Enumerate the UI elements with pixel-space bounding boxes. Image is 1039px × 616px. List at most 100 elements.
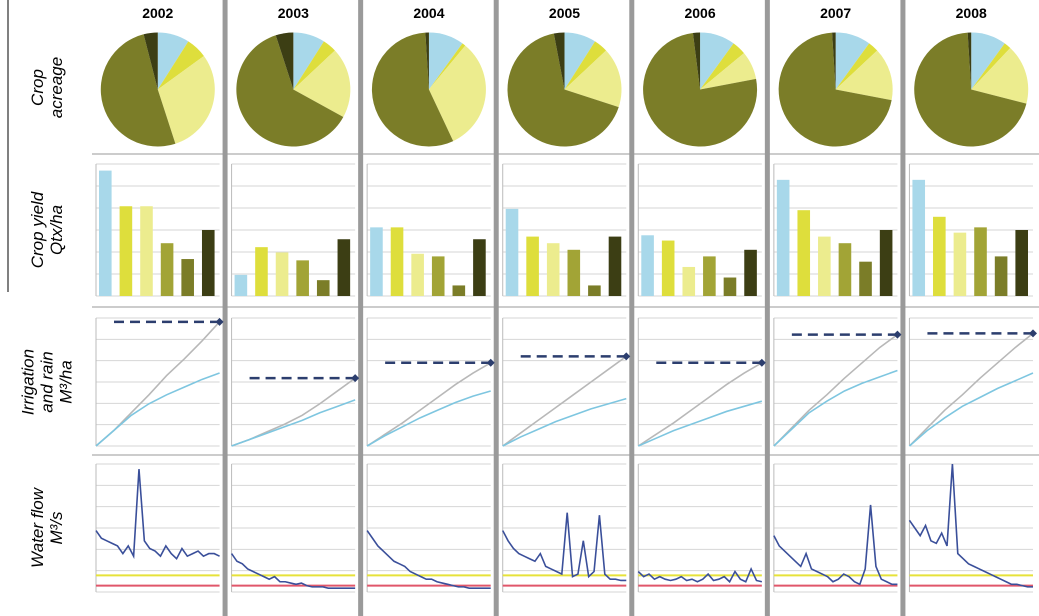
series-line bbox=[908, 463, 1033, 588]
series-line bbox=[773, 504, 898, 586]
year-header: 2007 bbox=[820, 5, 851, 21]
bar bbox=[703, 256, 716, 296]
bar bbox=[316, 280, 330, 296]
column-separator bbox=[900, 0, 906, 616]
bar bbox=[744, 249, 757, 296]
bar bbox=[682, 266, 696, 296]
bar bbox=[974, 227, 987, 296]
pie-slice bbox=[835, 43, 878, 90]
bar bbox=[953, 232, 967, 296]
pie-slice bbox=[553, 32, 565, 90]
bar bbox=[452, 285, 466, 296]
pie-slice bbox=[778, 32, 892, 147]
row-label: M³/s bbox=[47, 511, 66, 545]
pie-slice bbox=[507, 33, 619, 147]
series-line bbox=[231, 399, 356, 447]
bar bbox=[994, 256, 1008, 296]
bar bbox=[546, 243, 560, 296]
series-line bbox=[637, 566, 763, 584]
pie-slice bbox=[564, 32, 596, 90]
bar bbox=[181, 259, 194, 296]
bar bbox=[99, 170, 112, 296]
pie-slice bbox=[971, 47, 1029, 104]
series-line bbox=[502, 355, 627, 447]
pie-slice bbox=[157, 41, 204, 90]
pie-slice bbox=[835, 32, 870, 90]
pie-slice bbox=[100, 34, 176, 147]
bar bbox=[160, 243, 174, 296]
pie-slice bbox=[564, 50, 622, 108]
year-header: 2004 bbox=[413, 5, 444, 21]
bar bbox=[608, 236, 622, 296]
bar bbox=[933, 216, 946, 296]
series-line bbox=[908, 332, 1034, 447]
pie-slice bbox=[914, 32, 1027, 147]
pie-slice bbox=[971, 43, 1011, 90]
series-line bbox=[95, 321, 221, 447]
target-marker bbox=[351, 374, 360, 383]
target-marker bbox=[1029, 329, 1037, 338]
bar bbox=[879, 230, 893, 296]
series-line bbox=[773, 333, 898, 447]
series-line bbox=[637, 362, 763, 447]
bar bbox=[473, 239, 486, 296]
bar bbox=[296, 260, 309, 296]
bar bbox=[390, 227, 404, 296]
pie-slice bbox=[293, 32, 324, 90]
row-label: acreage bbox=[47, 57, 66, 118]
pie-slice bbox=[236, 35, 344, 147]
year-header: 2002 bbox=[142, 5, 173, 21]
bar bbox=[797, 210, 811, 296]
column-separator bbox=[764, 0, 770, 616]
pie-slice bbox=[143, 32, 158, 90]
year-header: 2003 bbox=[278, 5, 309, 21]
column-separator bbox=[629, 0, 635, 616]
bar bbox=[912, 179, 926, 296]
row-label: Irrigation bbox=[18, 349, 37, 415]
bar bbox=[661, 240, 675, 296]
series-line bbox=[366, 362, 492, 447]
pie-slice bbox=[293, 41, 335, 90]
bar bbox=[859, 261, 872, 296]
pie-slice bbox=[967, 32, 972, 90]
row-label: Qtx/ha bbox=[47, 205, 66, 255]
target-marker bbox=[893, 330, 902, 339]
series-line bbox=[366, 390, 491, 447]
series-line bbox=[908, 372, 1034, 447]
year-header: 2005 bbox=[549, 5, 580, 21]
bar bbox=[431, 256, 445, 296]
pie-slice bbox=[371, 32, 454, 147]
bar bbox=[275, 252, 289, 296]
bar bbox=[255, 247, 268, 296]
pie-slice bbox=[428, 43, 466, 90]
pie-slice bbox=[275, 32, 294, 90]
pie-slice bbox=[700, 53, 757, 90]
pie-slice bbox=[832, 32, 836, 90]
target-marker bbox=[215, 317, 224, 326]
target-marker bbox=[622, 352, 631, 361]
bar bbox=[505, 208, 519, 296]
pie-slice bbox=[692, 32, 701, 90]
row-label: Crop bbox=[28, 69, 47, 106]
pie-slice bbox=[428, 45, 486, 142]
column-separator bbox=[358, 0, 364, 616]
bar bbox=[1015, 230, 1028, 296]
series-line bbox=[502, 512, 627, 582]
bar bbox=[776, 179, 790, 296]
bar bbox=[818, 236, 831, 296]
series-line bbox=[637, 400, 763, 447]
bar bbox=[337, 239, 351, 296]
bar bbox=[234, 274, 248, 296]
target-marker bbox=[486, 358, 495, 367]
bar bbox=[588, 285, 601, 296]
pie-slice bbox=[293, 50, 351, 117]
pie-slice bbox=[157, 55, 215, 144]
series-line bbox=[502, 397, 627, 447]
bar bbox=[641, 235, 654, 296]
pie-slice bbox=[425, 32, 429, 90]
pie-slice bbox=[564, 41, 607, 90]
bar bbox=[567, 249, 581, 296]
pie-slice bbox=[835, 50, 893, 101]
bar bbox=[838, 243, 852, 296]
series-line bbox=[231, 377, 356, 447]
